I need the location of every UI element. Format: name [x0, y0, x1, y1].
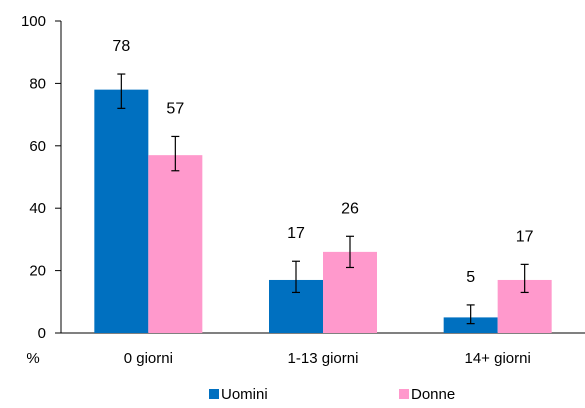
data-labels: 78 57 17 26 5 17	[112, 38, 533, 286]
y-axis: 0 20 40 60 80 100%	[21, 13, 62, 367]
legend-swatch-donne	[399, 389, 409, 399]
y-axis-unit-label: %	[26, 350, 39, 367]
y-tick-label: 0	[38, 325, 46, 342]
data-label: 78	[112, 38, 130, 55]
y-tick-label: 20	[29, 263, 46, 280]
y-tick-label: 60	[29, 138, 46, 155]
legend-label-uomini: Uomini	[221, 386, 268, 403]
y-tick-label: 40	[29, 200, 46, 217]
data-label: 17	[516, 228, 534, 245]
data-label: 5	[466, 269, 475, 286]
data-label: 26	[341, 200, 359, 217]
error-bars	[117, 73, 529, 325]
data-label: 17	[287, 225, 305, 242]
x-category-label: 1-13 giorni	[288, 350, 359, 367]
legend: Uomini Donne	[209, 386, 455, 403]
data-label: 57	[166, 100, 184, 117]
y-tick-label: 80	[29, 75, 46, 92]
x-category-label: 14+ giorni	[465, 350, 531, 367]
legend-label-donne: Donne	[411, 386, 455, 403]
bar-uomini-2	[443, 317, 498, 333]
y-tick-label: 100	[21, 13, 46, 30]
bar-donne-0	[148, 155, 203, 333]
x-axis: 0 giorni 1-13 giorni 14+ giorni	[55, 332, 585, 367]
bars	[94, 89, 552, 333]
legend-swatch-uomini	[209, 389, 219, 399]
x-category-label: 0 giorni	[124, 350, 173, 367]
bar-uomini-0	[94, 89, 149, 333]
